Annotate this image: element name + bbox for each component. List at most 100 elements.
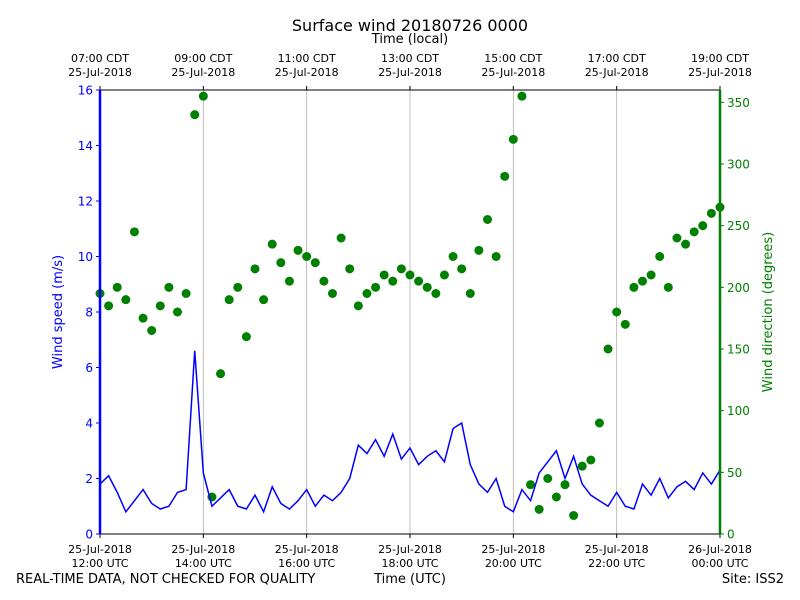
- direction-point: [319, 276, 329, 286]
- direction-point: [250, 264, 260, 274]
- direction-point: [345, 264, 355, 274]
- y-tick-label: 8: [85, 306, 93, 320]
- x-tick-label: 25-Jul-2018 18:00 UTC: [378, 543, 442, 570]
- y-tick-label: 4: [85, 417, 93, 431]
- y-tick-label: 0: [85, 528, 93, 542]
- x2-tick-label: 09:00 CDT 25-Jul-2018: [171, 52, 235, 79]
- direction-point: [638, 276, 647, 286]
- direction-point: [164, 282, 174, 292]
- direction-point: [569, 511, 579, 520]
- direction-point: [138, 313, 148, 323]
- direction-point: [362, 289, 372, 298]
- x-tick-label: 25-Jul-2018 16:00 UTC: [275, 543, 339, 570]
- direction-point: [500, 171, 510, 181]
- direction-point: [526, 480, 536, 490]
- y2-tick-label: 300: [727, 158, 750, 172]
- direction-point: [224, 295, 234, 305]
- direction-point: [474, 245, 484, 255]
- y-tick-label: 14: [78, 139, 93, 153]
- direction-point: [465, 289, 475, 298]
- y2-tick-label: 100: [727, 404, 750, 418]
- direction-point: [216, 369, 226, 379]
- x-axis-label: Time (UTC): [373, 572, 446, 587]
- direction-point: [328, 289, 337, 298]
- y2-tick-label: 350: [727, 96, 750, 110]
- y2-tick-label: 150: [727, 343, 750, 357]
- direction-point: [431, 289, 441, 298]
- direction-point: [198, 91, 208, 101]
- direction-point: [241, 332, 251, 342]
- direction-point: [155, 301, 165, 311]
- x-tick-label: 25-Jul-2018 22:00 UTC: [585, 543, 649, 570]
- y-tick-label: 6: [85, 361, 93, 375]
- direction-point: [543, 474, 553, 483]
- direction-point: [698, 221, 708, 231]
- direction-point: [646, 270, 656, 280]
- x-tick-label: 26-Jul-2018 00:00 UTC: [688, 543, 752, 570]
- x2-tick-label: 13:00 CDT 25-Jul-2018: [378, 52, 442, 79]
- y-tick-label: 12: [78, 195, 93, 209]
- direction-point: [517, 91, 527, 101]
- direction-point: [422, 282, 432, 292]
- direction-point: [586, 455, 596, 465]
- x2-tick-label: 17:00 CDT 25-Jul-2018: [585, 52, 649, 79]
- x2-tick-label: 19:00 CDT 25-Jul-2018: [688, 52, 752, 79]
- direction-point: [233, 282, 243, 292]
- direction-point: [706, 208, 716, 218]
- direction-point: [112, 282, 122, 292]
- direction-point: [491, 252, 501, 261]
- chart-title: Surface wind 20180726 0000: [292, 16, 528, 35]
- direction-point: [353, 301, 363, 311]
- direction-point: [612, 307, 622, 317]
- y2-tick-label: 50: [727, 466, 742, 480]
- footer-note: REAL-TIME DATA, NOT CHECKED FOR QUALITY: [16, 572, 315, 587]
- x-tick-label: 25-Jul-2018 20:00 UTC: [481, 543, 545, 570]
- direction-point: [689, 227, 699, 237]
- direction-point: [379, 270, 389, 280]
- y-tick-label: 16: [78, 84, 93, 98]
- x-tick-label: 25-Jul-2018 14:00 UTC: [171, 543, 235, 570]
- direction-point: [302, 252, 312, 261]
- direction-point: [620, 319, 630, 329]
- direction-point: [594, 418, 604, 428]
- direction-point: [483, 215, 492, 224]
- direction-point: [508, 134, 518, 144]
- direction-point: [629, 282, 639, 292]
- direction-point: [259, 295, 269, 305]
- x-tick-label: 25-Jul-2018 12:00 UTC: [68, 543, 132, 570]
- y-tick-label: 10: [78, 250, 93, 264]
- direction-point: [147, 326, 157, 335]
- direction-point: [681, 239, 691, 249]
- x2-tick-label: 07:00 CDT 25-Jul-2018: [68, 52, 132, 79]
- direction-point: [603, 344, 613, 354]
- site-label: Site: ISS2: [722, 572, 784, 587]
- y-axis-label: Wind speed (m/s): [51, 255, 66, 369]
- direction-point: [293, 245, 303, 255]
- direction-point: [267, 239, 277, 249]
- direction-point: [371, 282, 381, 292]
- direction-point: [405, 270, 415, 280]
- y2-tick-label: 200: [727, 281, 750, 295]
- direction-point: [560, 480, 570, 490]
- x2-tick-label: 15:00 CDT 25-Jul-2018: [481, 52, 545, 79]
- direction-point: [457, 264, 467, 274]
- direction-point: [655, 252, 665, 261]
- direction-point: [310, 258, 320, 268]
- direction-point: [129, 227, 139, 237]
- y2-axis-label: Wind direction (degrees): [761, 232, 776, 392]
- direction-point: [396, 264, 406, 274]
- direction-point: [190, 110, 200, 120]
- direction-point: [439, 270, 449, 280]
- direction-point: [672, 233, 682, 243]
- y2-tick-label: 250: [727, 219, 750, 233]
- direction-point: [551, 492, 561, 502]
- direction-point: [173, 307, 182, 317]
- direction-point: [121, 295, 131, 305]
- x2-axis-label: Time (local): [371, 32, 448, 47]
- direction-point: [414, 276, 424, 286]
- direction-point: [388, 276, 398, 286]
- direction-point: [181, 289, 191, 298]
- speed-line: [99, 350, 721, 514]
- y-tick-label: 2: [85, 472, 93, 486]
